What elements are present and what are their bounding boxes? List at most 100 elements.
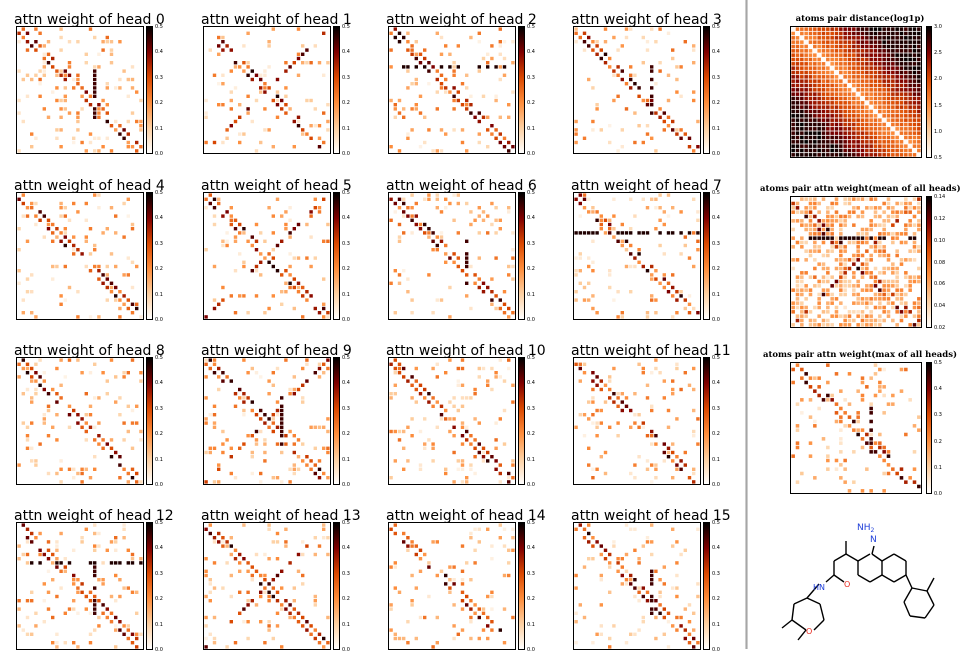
heatmap-cell: [477, 111, 481, 115]
heatmap-cell: [891, 57, 895, 62]
heatmap-cell: [301, 552, 305, 557]
heatmap-cell: [813, 284, 817, 288]
heatmap-cell: [114, 298, 118, 302]
heatmap-cell: [620, 392, 624, 396]
heatmap-cell: [101, 611, 105, 615]
heatmap-cell: [599, 552, 603, 557]
heatmap-cell: [869, 62, 873, 66]
heatmap-cell: [616, 561, 620, 565]
heatmap-cell: [813, 318, 817, 323]
colorbar-tick-label: 0.3: [712, 240, 720, 247]
heatmap-cell: [808, 44, 813, 49]
heatmap-cell: [852, 44, 856, 49]
heatmap-cell: [25, 94, 30, 98]
heatmap-cell: [406, 86, 410, 90]
heatmap-cell: [135, 302, 139, 306]
heatmap-cell: [633, 463, 637, 467]
heatmap-cell: [427, 61, 431, 65]
heatmap-cell: [105, 136, 109, 140]
heatmap-cell: [397, 111, 402, 115]
colorbar-tick-label: 0.0: [712, 647, 720, 653]
heatmap-cell: [80, 252, 84, 256]
heatmap-cell: [25, 239, 30, 243]
heatmap-cell: [813, 49, 817, 53]
heatmap-cell: [511, 536, 515, 540]
heatmap-cell: [280, 434, 284, 438]
heatmap-cell: [813, 75, 817, 79]
heatmap-cell: [795, 424, 800, 428]
heatmap-cell: [912, 53, 917, 57]
heatmap-cell: [804, 31, 808, 36]
heatmap-cell: [692, 408, 696, 413]
heatmap-cell: [616, 65, 620, 69]
heatmap-cell: [460, 396, 465, 400]
heatmap-cell: [63, 375, 67, 379]
heatmap-cell: [821, 96, 826, 101]
heatmap-cell: [671, 527, 675, 531]
heatmap-cell: [63, 107, 67, 111]
heatmap-cell: [899, 292, 904, 297]
heatmap-cell: [860, 253, 865, 258]
heatmap-cell: [402, 107, 406, 111]
heatmap-cell: [93, 65, 97, 69]
heatmap-cell: [904, 70, 908, 75]
heatmap-cell: [238, 396, 242, 400]
heatmap-cell: [650, 197, 654, 201]
heatmap-cell: [821, 140, 826, 144]
heatmap-cell: [288, 480, 292, 484]
colorbar-tick-label: 0.0: [342, 647, 350, 653]
heatmap-cell: [683, 235, 687, 239]
heatmap-cell: [795, 53, 800, 57]
heatmap-cell: [246, 396, 250, 400]
heatmap-cell: [322, 306, 326, 311]
heatmap-cell: [254, 269, 259, 273]
heatmap-cell: [498, 523, 502, 527]
heatmap-cell: [494, 446, 498, 450]
heatmap-cell: [899, 96, 904, 101]
heatmap-cell: [284, 94, 288, 98]
heatmap-cell: [869, 284, 873, 288]
heatmap-cell: [899, 240, 904, 245]
heatmap-cell: [250, 434, 254, 438]
heatmap-cell: [473, 455, 477, 459]
heatmap-cell: [671, 119, 675, 124]
heatmap-cell: [59, 73, 63, 77]
heatmap-cell: [882, 96, 886, 101]
heatmap-cell: [242, 227, 246, 231]
heatmap-cell: [878, 206, 882, 210]
heatmap-cell: [839, 92, 843, 96]
heatmap-cell: [460, 480, 465, 484]
heatmap-cell: [860, 36, 865, 40]
heatmap-cell: [84, 594, 88, 599]
heatmap-cell: [63, 243, 67, 248]
colorbar-tick-label: 0.5: [934, 360, 942, 366]
heatmap-cell: [895, 31, 899, 36]
heatmap-cell: [263, 107, 267, 111]
heatmap-cell: [93, 193, 97, 197]
heatmap-cell: [280, 98, 284, 103]
heatmap-cell: [650, 77, 654, 82]
heatmap-cell: [490, 544, 494, 548]
heatmap-cell: [212, 222, 217, 227]
head-heatmap: [573, 26, 701, 154]
heatmap-cell: [473, 273, 477, 277]
heatmap-cell: [582, 565, 587, 569]
heatmap-cell: [38, 552, 42, 557]
heatmap-cell: [650, 111, 654, 115]
heatmap-cell: [650, 69, 654, 73]
heatmap-cell: [511, 459, 515, 463]
heatmap-cell: [292, 607, 296, 611]
heatmap-cell: [59, 35, 63, 40]
heatmap-cell: [839, 323, 843, 327]
heatmap-cell: [603, 218, 608, 222]
heatmap-cell: [473, 527, 477, 531]
heatmap-cell: [817, 135, 821, 140]
heatmap-cell: [313, 206, 317, 210]
heatmap-cell: [817, 292, 821, 297]
heatmap-cell: [477, 607, 481, 611]
heatmap-cell: [878, 66, 882, 70]
heatmap-cell: [830, 240, 834, 245]
heatmap-cell: [795, 258, 800, 262]
heatmap-cell: [839, 219, 843, 223]
heatmap-cell: [305, 620, 309, 624]
